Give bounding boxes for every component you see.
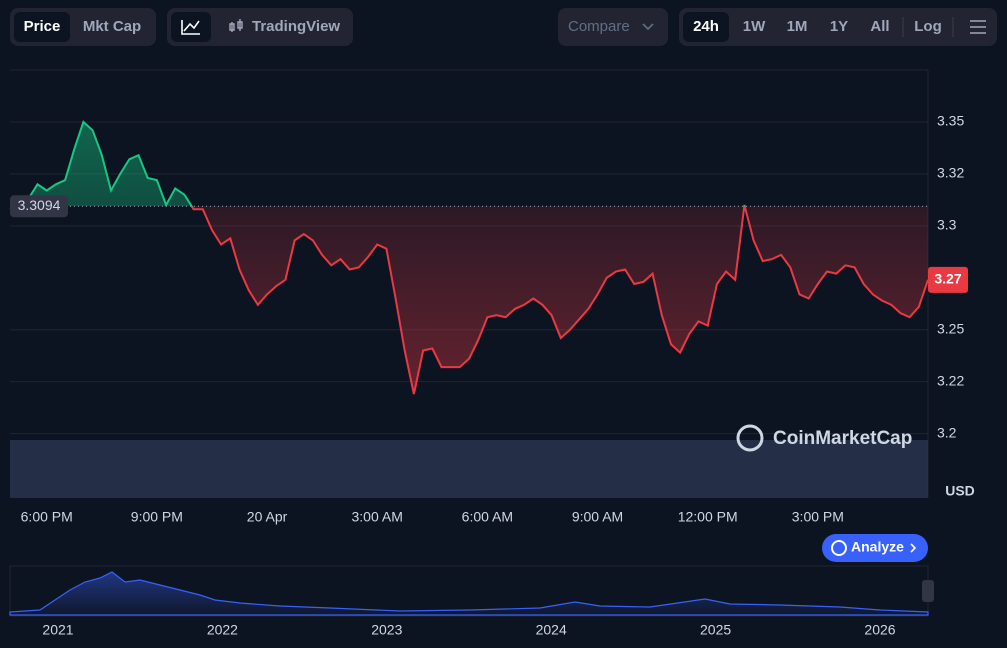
- x-tick-label: 12:00 PM: [678, 509, 738, 525]
- area-up: [10, 121, 928, 207]
- price-line: [9, 120, 929, 395]
- chevron: [642, 23, 654, 31]
- year-label: 2026: [864, 622, 895, 638]
- candle-icon: [229, 19, 243, 32]
- area-down: [10, 206, 928, 395]
- year-label: 2021: [42, 622, 73, 638]
- x-tick-label: 9:00 AM: [572, 509, 623, 525]
- compare-button[interactable]: Compare: [568, 18, 630, 35]
- chevron: [910, 543, 917, 553]
- line-icon: [181, 20, 200, 35]
- navigator-series: [9, 571, 929, 616]
- plot: 3.35 3.32 3.3 3.22 3.25 3.2 6:00 PM 9:00 PM 20 A…: [9, 113, 968, 525]
- settings-icon[interactable]: [970, 20, 986, 34]
- navigator-handle[interactable]: [922, 580, 934, 602]
- year-label: 2024: [536, 622, 567, 638]
- x-tick-label: 3:00 AM: [352, 509, 403, 525]
- range-button[interactable]: 1W: [743, 18, 766, 35]
- x-tick-label: 3:00 PM: [792, 509, 844, 525]
- baseline-label-bg: [10, 195, 68, 218]
- analyze-icon: [831, 540, 847, 556]
- range-group: [679, 8, 997, 46]
- y-tick-label: 3.25: [937, 320, 964, 336]
- price-tab[interactable]: Price: [24, 18, 61, 35]
- x-tick-label: 20 Apr: [247, 509, 288, 525]
- navigator-years: 2021 2022 2023 2024 2025 2026: [42, 622, 895, 638]
- current-price: 3.27: [934, 271, 961, 287]
- y-tick-label: 3.22: [937, 372, 964, 388]
- range-selected-bg: [683, 12, 729, 42]
- compare-button-bg[interactable]: [558, 8, 668, 46]
- y-tick-label: 3.2: [937, 424, 957, 440]
- chart-type-group: [167, 8, 353, 46]
- y-tick-label: 3.32: [937, 165, 964, 181]
- price-tab-bg[interactable]: [14, 12, 70, 42]
- volume-bars: [10, 440, 928, 498]
- y-tick-label: 3.3: [937, 217, 957, 233]
- analyze-button-bg[interactable]: [822, 534, 928, 562]
- range-button[interactable]: 1M: [787, 18, 808, 35]
- year-label: 2025: [700, 622, 731, 638]
- mkt-cap-tab[interactable]: Mkt Cap: [83, 18, 141, 35]
- brand-name: CoinMarketCap: [773, 428, 912, 449]
- range-button[interactable]: 24h: [693, 18, 719, 35]
- tradingview-button[interactable]: TradingView: [252, 18, 340, 35]
- x-tick-label: 6:00 AM: [462, 509, 513, 525]
- y-unit: USD: [945, 483, 975, 499]
- baseline-label: 3.3094: [18, 197, 61, 213]
- range-button[interactable]: 1Y: [830, 18, 848, 35]
- x-tick-label: 6:00 PM: [21, 509, 73, 525]
- y-tick-label: 3.35: [937, 113, 964, 129]
- analyze-button[interactable]: Analyze: [851, 539, 904, 555]
- range-buttons: 24h 1W 1M 1Y All: [693, 18, 890, 35]
- x-tick-label: 9:00 PM: [131, 509, 183, 525]
- year-label: 2022: [207, 622, 238, 638]
- year-label: 2023: [371, 622, 402, 638]
- current-price-bg: [928, 266, 968, 293]
- range-button[interactable]: All: [870, 18, 889, 35]
- brand-logo: [736, 424, 764, 452]
- line-chart-button[interactable]: [171, 12, 211, 42]
- log-button[interactable]: Log: [914, 18, 942, 35]
